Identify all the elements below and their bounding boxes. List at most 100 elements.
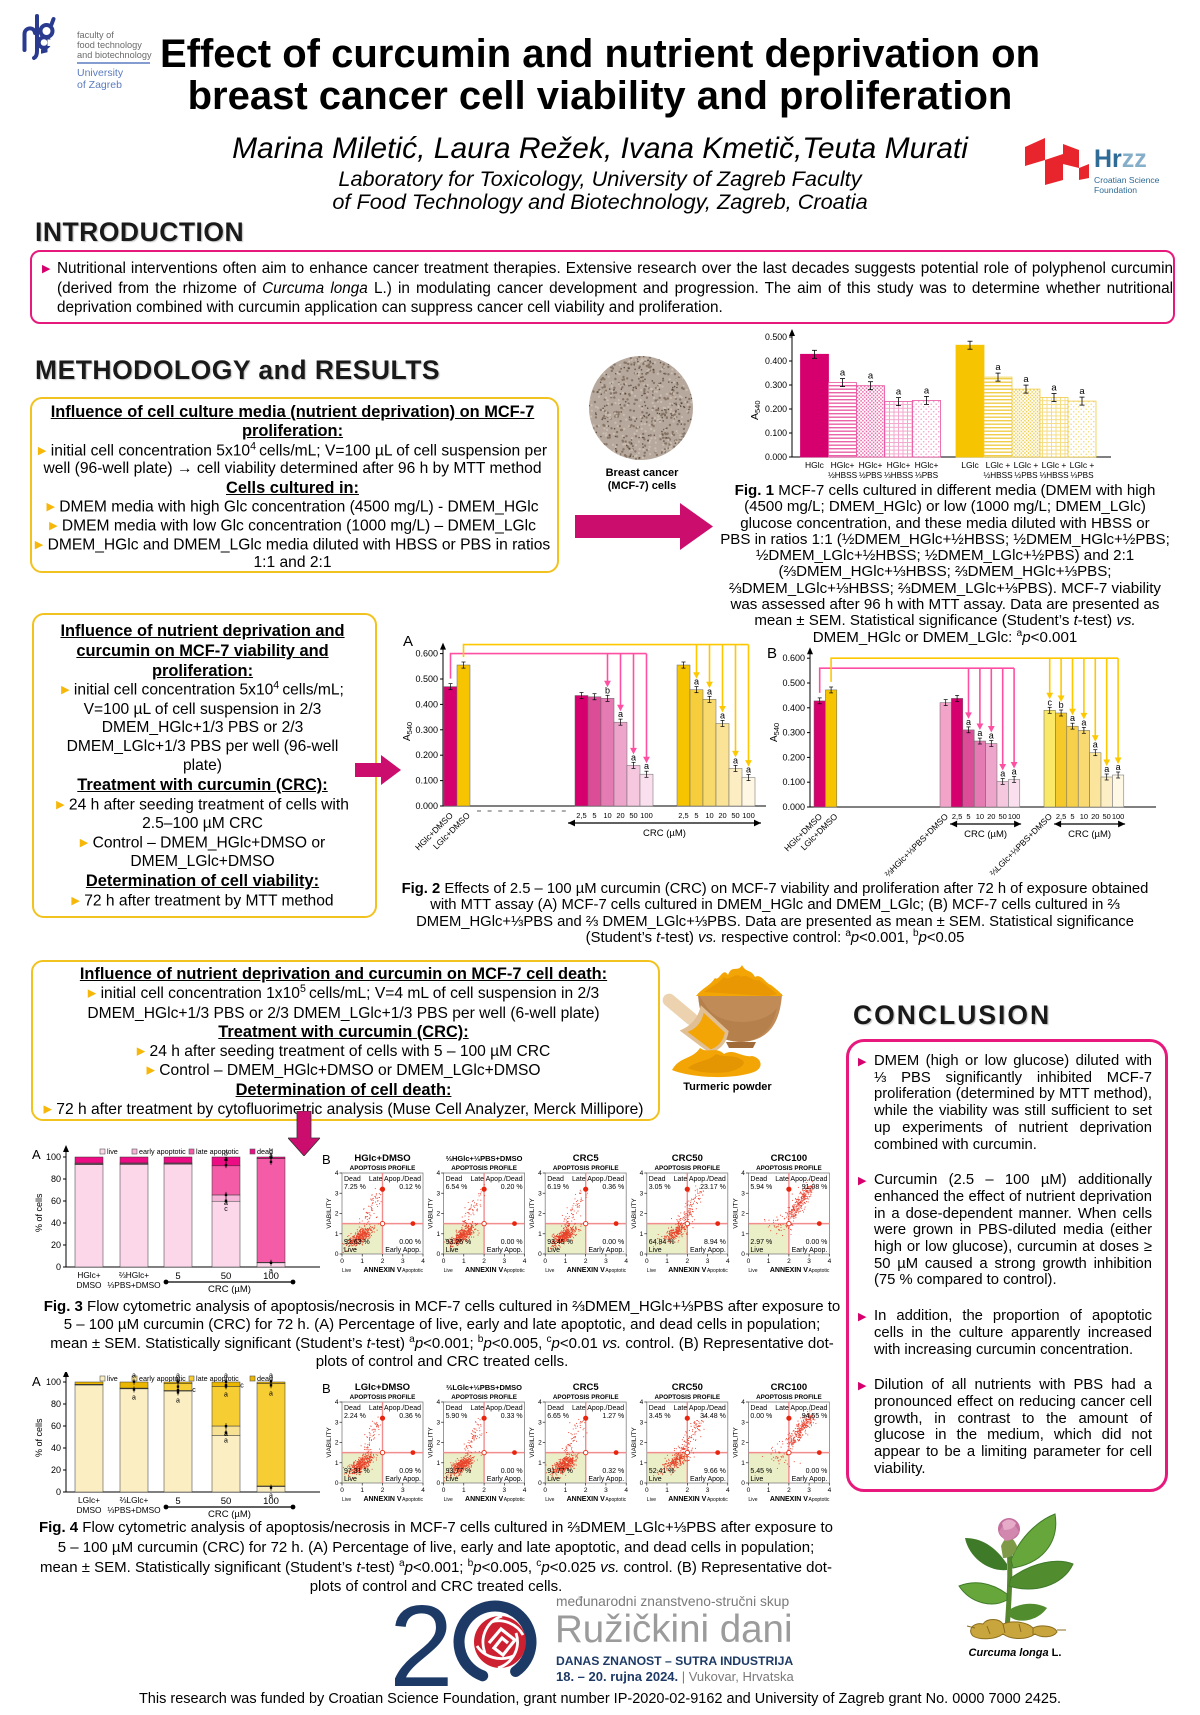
svg-text:4: 4 — [726, 1258, 730, 1265]
svg-text:2: 2 — [640, 1440, 644, 1447]
svg-text:0.200: 0.200 — [765, 404, 787, 414]
svg-text:3: 3 — [741, 1420, 745, 1427]
svg-text:a: a — [224, 1391, 228, 1398]
svg-text:1: 1 — [436, 1460, 440, 1467]
svg-text:Early Apop.: Early Apop. — [792, 1247, 828, 1254]
svg-text:HGlc+: HGlc+ — [915, 460, 939, 470]
svg-text:20: 20 — [1091, 812, 1099, 821]
svg-text:20: 20 — [616, 811, 624, 820]
svg-text:93.45 %: 93.45 % — [547, 1239, 573, 1246]
svg-text:0: 0 — [442, 1487, 446, 1494]
svg-text:0.100: 0.100 — [782, 777, 805, 787]
svg-text:2: 2 — [584, 1487, 588, 1494]
svg-text:0.00 %: 0.00 % — [806, 1239, 828, 1246]
svg-text:4: 4 — [421, 1487, 425, 1494]
svg-text:a: a — [1023, 374, 1029, 385]
svg-text:⅔HGlc+⅓PBS+DMSO: ⅔HGlc+⅓PBS+DMSO — [883, 811, 951, 879]
svg-text:0: 0 — [442, 1258, 446, 1265]
svg-text:CRC50: CRC50 — [672, 1382, 703, 1393]
svg-text:1: 1 — [335, 1231, 339, 1238]
svg-text:a: a — [1081, 717, 1086, 727]
svg-text:and biotechnology: and biotechnology — [77, 50, 152, 60]
svg-text:a: a — [224, 1438, 228, 1445]
svg-text:100: 100 — [742, 811, 755, 820]
svg-text:1: 1 — [564, 1258, 568, 1265]
svg-text:Early Apop.: Early Apop. — [588, 1247, 624, 1254]
svg-text:5: 5 — [966, 812, 970, 821]
svg-text:91.08 %: 91.08 % — [802, 1184, 828, 1191]
svg-text:0: 0 — [538, 1480, 542, 1487]
svg-text:⅔LGlc+⅓PBS+DMSO: ⅔LGlc+⅓PBS+DMSO — [446, 1383, 522, 1392]
svg-text:Live: Live — [344, 1476, 357, 1483]
svg-text:3: 3 — [741, 1191, 745, 1198]
svg-text:1: 1 — [640, 1460, 644, 1467]
svg-text:a: a — [896, 387, 902, 398]
svg-text:52.41 %: 52.41 % — [649, 1468, 675, 1475]
svg-text:B: B — [322, 1381, 331, 1396]
svg-text:⅔LGlc+: ⅔LGlc+ — [120, 1495, 149, 1505]
svg-text:ANNEXIN V: ANNEXIN V — [567, 1496, 605, 1503]
svg-text:4: 4 — [538, 1399, 542, 1406]
svg-text:Live: Live — [750, 1476, 763, 1483]
svg-text:3: 3 — [604, 1258, 608, 1265]
svg-text:40: 40 — [51, 1218, 61, 1228]
svg-text:a: a — [1093, 740, 1098, 750]
svg-text:1: 1 — [665, 1258, 669, 1265]
svg-text:a: a — [868, 371, 874, 382]
svg-text:6.54 %: 6.54 % — [446, 1184, 468, 1191]
svg-text:Apoptotic: Apoptotic — [809, 1497, 830, 1503]
svg-text:50: 50 — [221, 1271, 232, 1282]
svg-text:3: 3 — [604, 1487, 608, 1494]
svg-text:Dead: Dead — [649, 1405, 666, 1412]
svg-text:APOPTOSIS PROFILE: APOPTOSIS PROFILE — [756, 1394, 822, 1401]
svg-text:University: University — [77, 67, 124, 79]
svg-text:½HBSS: ½HBSS — [983, 471, 1013, 480]
svg-text:0.32 %: 0.32 % — [602, 1468, 624, 1475]
svg-text:Late Apop./Dead: Late Apop./Dead — [470, 1176, 522, 1183]
svg-text:VIABILITY: VIABILITY — [631, 1198, 638, 1229]
svg-text:early apoptotic: early apoptotic — [139, 1374, 186, 1383]
svg-text:4: 4 — [624, 1258, 628, 1265]
svg-text:c: c — [240, 1382, 244, 1389]
svg-text:20: 20 — [987, 812, 995, 821]
svg-text:1: 1 — [767, 1258, 771, 1265]
svg-text:50: 50 — [629, 811, 637, 820]
svg-text:Apoptotic: Apoptotic — [402, 1268, 423, 1274]
svg-text:2: 2 — [395, 1592, 454, 1694]
svg-text:Live: Live — [748, 1268, 757, 1274]
svg-text:94.55 %: 94.55 % — [802, 1413, 828, 1420]
svg-text:b: b — [176, 1378, 180, 1385]
svg-text:a: a — [966, 717, 971, 727]
svg-text:1: 1 — [538, 1231, 542, 1238]
svg-text:5.45 %: 5.45 % — [750, 1468, 772, 1475]
svg-text:ANNEXIN V: ANNEXIN V — [668, 1496, 706, 1503]
svg-text:LGlc: LGlc — [961, 460, 979, 470]
svg-text:0.300: 0.300 — [782, 728, 805, 738]
svg-text:Late Apop./Dead: Late Apop./Dead — [674, 1176, 726, 1183]
svg-text:3: 3 — [706, 1487, 710, 1494]
svg-text:a: a — [720, 710, 725, 720]
svg-text:of Zagreb: of Zagreb — [77, 79, 122, 91]
svg-text:Early Apop.: Early Apop. — [385, 1476, 421, 1483]
svg-text:ANNEXIN V: ANNEXIN V — [567, 1267, 605, 1274]
svg-text:2,5: 2,5 — [576, 811, 586, 820]
svg-text:2: 2 — [741, 1440, 745, 1447]
svg-text:Dead: Dead — [344, 1176, 361, 1183]
svg-text:2: 2 — [436, 1211, 440, 1218]
svg-text:0: 0 — [645, 1258, 649, 1265]
svg-text:4: 4 — [726, 1487, 730, 1494]
svg-text:20: 20 — [51, 1240, 61, 1250]
svg-text:VIABILITY: VIABILITY — [428, 1198, 435, 1229]
svg-text:a: a — [176, 1397, 180, 1404]
svg-text:0: 0 — [543, 1487, 547, 1494]
svg-text:Dead: Dead — [547, 1176, 564, 1183]
svg-text:0.400: 0.400 — [415, 699, 438, 709]
svg-text:4: 4 — [436, 1170, 440, 1177]
svg-text:1: 1 — [741, 1231, 745, 1238]
svg-text:ANNEXIN V: ANNEXIN V — [465, 1267, 503, 1274]
svg-text:HGlc+: HGlc+ — [859, 460, 883, 470]
svg-text:2: 2 — [685, 1258, 689, 1265]
svg-text:3: 3 — [502, 1487, 506, 1494]
svg-text:CRC100: CRC100 — [771, 1382, 807, 1393]
svg-text:Early Apop.: Early Apop. — [487, 1247, 523, 1254]
